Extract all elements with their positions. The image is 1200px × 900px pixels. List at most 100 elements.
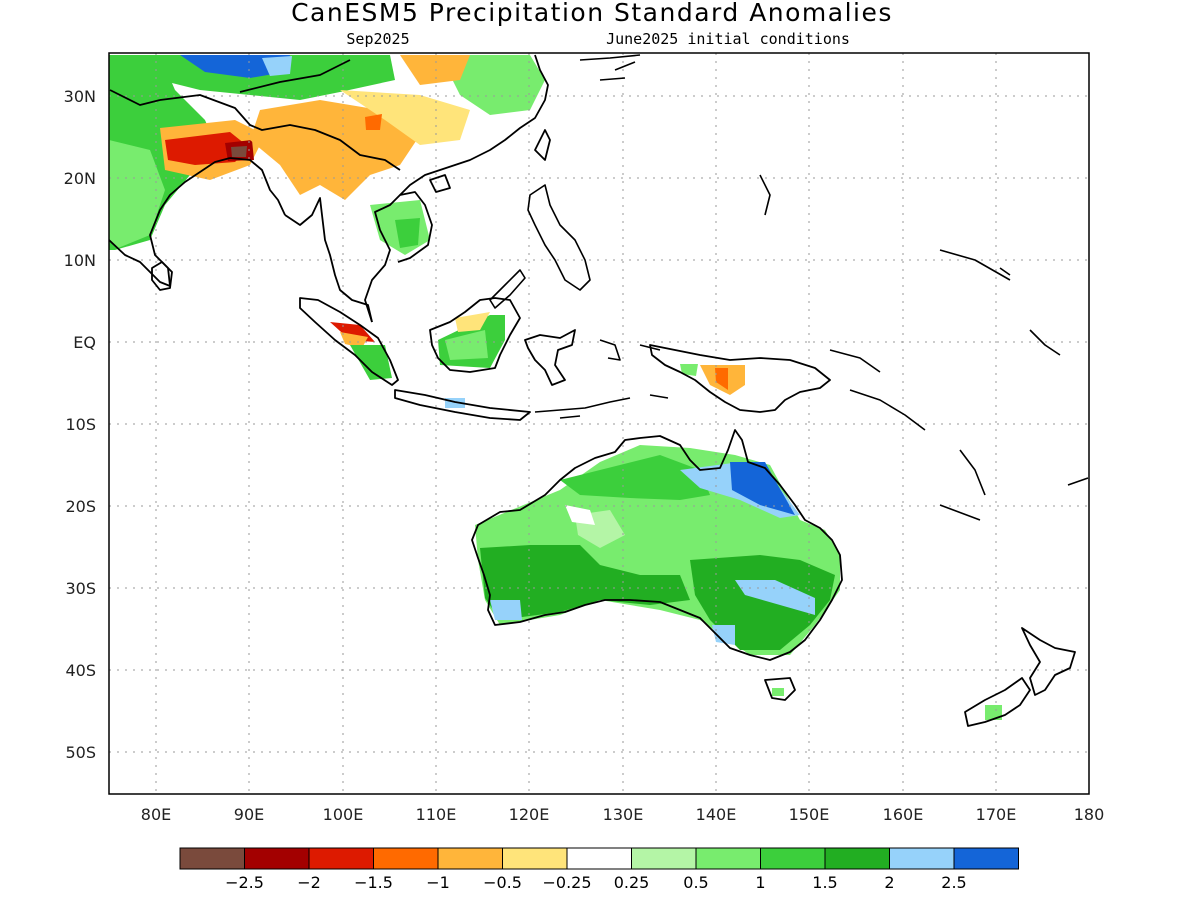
x-tick-label: 130E [603, 805, 644, 824]
anomaly-png-green [680, 364, 698, 376]
anomaly-vic-lightblue [712, 625, 735, 645]
x-tick-label: 170E [976, 805, 1017, 824]
coast-pacific-islands [759, 174, 1089, 521]
coast-internal-borders [109, 59, 401, 171]
coast-sri-lanka [151, 261, 173, 291]
y-tick-label: 40S [65, 661, 96, 680]
coast-sumatra [299, 297, 399, 386]
anomaly-east-china-green [440, 55, 545, 115]
y-tick-label: 30S [65, 579, 96, 598]
anomaly-china-yellow [340, 90, 470, 145]
subtitle-forecast-month: Sep2025 [346, 30, 409, 48]
anomaly-tasmania [772, 688, 784, 696]
x-tick-label: 140E [696, 805, 737, 824]
colorbar-label: −2 [297, 873, 321, 892]
coast-lesser-sunda [534, 397, 631, 419]
anomaly-wa-lightblue [490, 600, 522, 620]
colorbar-label: −0.5 [483, 873, 522, 892]
colorbar-label: −1 [426, 873, 450, 892]
anomaly-indochina-dkgreen [395, 218, 420, 248]
colorbar-swatch [179, 847, 245, 870]
anomaly-nz [985, 705, 1002, 720]
anomaly-borneo-yellow [455, 312, 490, 332]
anomaly-qld-blue [730, 462, 795, 515]
coast-tasmania [764, 677, 796, 701]
colorbar-swatch [566, 847, 632, 870]
anomaly-nsw-lightblue [735, 580, 815, 615]
colorbar [179, 847, 1019, 870]
colorbar-swatch [308, 847, 374, 870]
x-tick-label: 110E [416, 805, 457, 824]
y-tick-label: 30N [64, 87, 96, 106]
x-tick-label: 100E [323, 805, 364, 824]
anomaly-bengal-brown [231, 146, 247, 157]
anomaly-australia-central [560, 455, 710, 500]
anomaly-png-darkorange [715, 368, 728, 390]
coast-borneo [429, 297, 521, 373]
colorbar-label: −2.5 [225, 873, 264, 892]
anomaly-sumatra-green [350, 345, 392, 380]
coast-indochina [364, 191, 433, 323]
anomaly-china-darkorange [365, 114, 382, 130]
coast-nz-south [964, 677, 1031, 727]
y-axis-labels: 30N 20N 10N EQ 10S 20S 30S 40S 50S [64, 87, 96, 762]
coast-bay-of-bengal [229, 157, 286, 216]
y-tick-label: 50S [65, 743, 96, 762]
map-title: CanESM5 Precipitation Standard Anomalies [291, 0, 893, 27]
x-tick-label: 180 [1074, 805, 1105, 824]
colorbar-label: 0.25 [614, 873, 650, 892]
coastlines [109, 54, 1089, 727]
colorbar-swatch [760, 847, 826, 870]
colorbar-swatch [502, 847, 568, 870]
x-tick-label: 80E [141, 805, 171, 824]
anomaly-india-light [109, 140, 165, 248]
y-tick-label: EQ [73, 333, 96, 352]
coast-sulawesi [524, 329, 576, 386]
colorbar-swatch [824, 847, 890, 870]
coast-taiwan [534, 129, 551, 161]
colorbar-swatch [244, 847, 310, 870]
colorbar-swatch [889, 847, 955, 870]
colorbar-swatch [631, 847, 697, 870]
colorbar-label: −1.5 [354, 873, 393, 892]
colorbar-label: 1.5 [812, 873, 837, 892]
map-frame [108, 52, 1090, 795]
anomaly-australia-white [565, 505, 595, 525]
y-tick-label: 20S [65, 497, 96, 516]
gridlines [109, 53, 1089, 794]
colorbar-labels: −2.5 −2 −1.5 −1 −0.5 −0.25 0.25 0.5 1 1.5 2 2.5 [225, 873, 967, 892]
anomaly-east-china-orange [400, 55, 470, 85]
anomaly-tibet-blue [180, 55, 290, 78]
colorbar-label: −0.25 [542, 873, 591, 892]
coast-myanmar-malay [284, 197, 373, 323]
y-tick-label: 10S [65, 415, 96, 434]
colorbar-swatch [953, 847, 1019, 870]
coast-japan [579, 54, 641, 81]
x-tick-label: 120E [509, 805, 550, 824]
coast-nz-north [1021, 627, 1076, 696]
x-tick-label: 150E [789, 805, 830, 824]
coast-australia [471, 429, 843, 661]
coast-bismarck [829, 349, 926, 431]
colorbar-swatch [437, 847, 503, 870]
anomaly-tibet-lightblue [262, 56, 292, 76]
coast-hainan [429, 174, 451, 193]
colorbar-swatch [695, 847, 761, 870]
y-tick-label: 10N [64, 251, 96, 270]
anomaly-shading [109, 55, 1002, 720]
x-axis-labels: 80E 90E 100E 110E 120E 130E 140E 150E 16… [141, 805, 1105, 824]
colorbar-label: 2 [884, 873, 894, 892]
colorbar-label: 2.5 [941, 873, 966, 892]
anomaly-borneo-light [445, 330, 488, 360]
coast-south-china [399, 54, 549, 196]
coast-india [109, 157, 231, 287]
colorbar-swatch [373, 847, 439, 870]
subtitle-initial-conditions: June2025 initial conditions [606, 30, 850, 48]
x-tick-label: 160E [883, 805, 924, 824]
colorbar-label: 0.5 [683, 873, 708, 892]
colorbar-label: 1 [755, 873, 765, 892]
coast-philippines [527, 184, 591, 291]
anomaly-sumatra-orange [340, 332, 368, 348]
x-tick-label: 90E [234, 805, 264, 824]
